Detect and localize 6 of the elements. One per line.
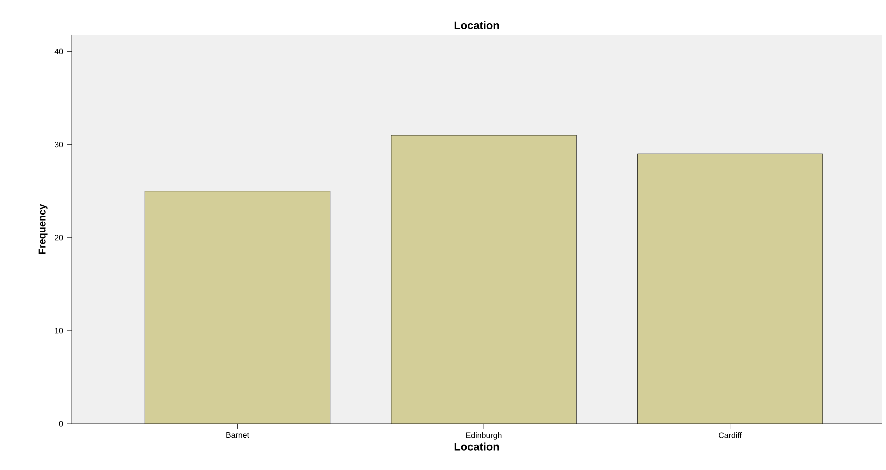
bar: [145, 191, 330, 424]
x-axis-title: Location: [454, 442, 500, 451]
y-axis-title: Frequency: [38, 204, 48, 254]
chart-title: Location: [454, 21, 500, 30]
bar: [638, 154, 824, 424]
bar: [391, 135, 577, 424]
